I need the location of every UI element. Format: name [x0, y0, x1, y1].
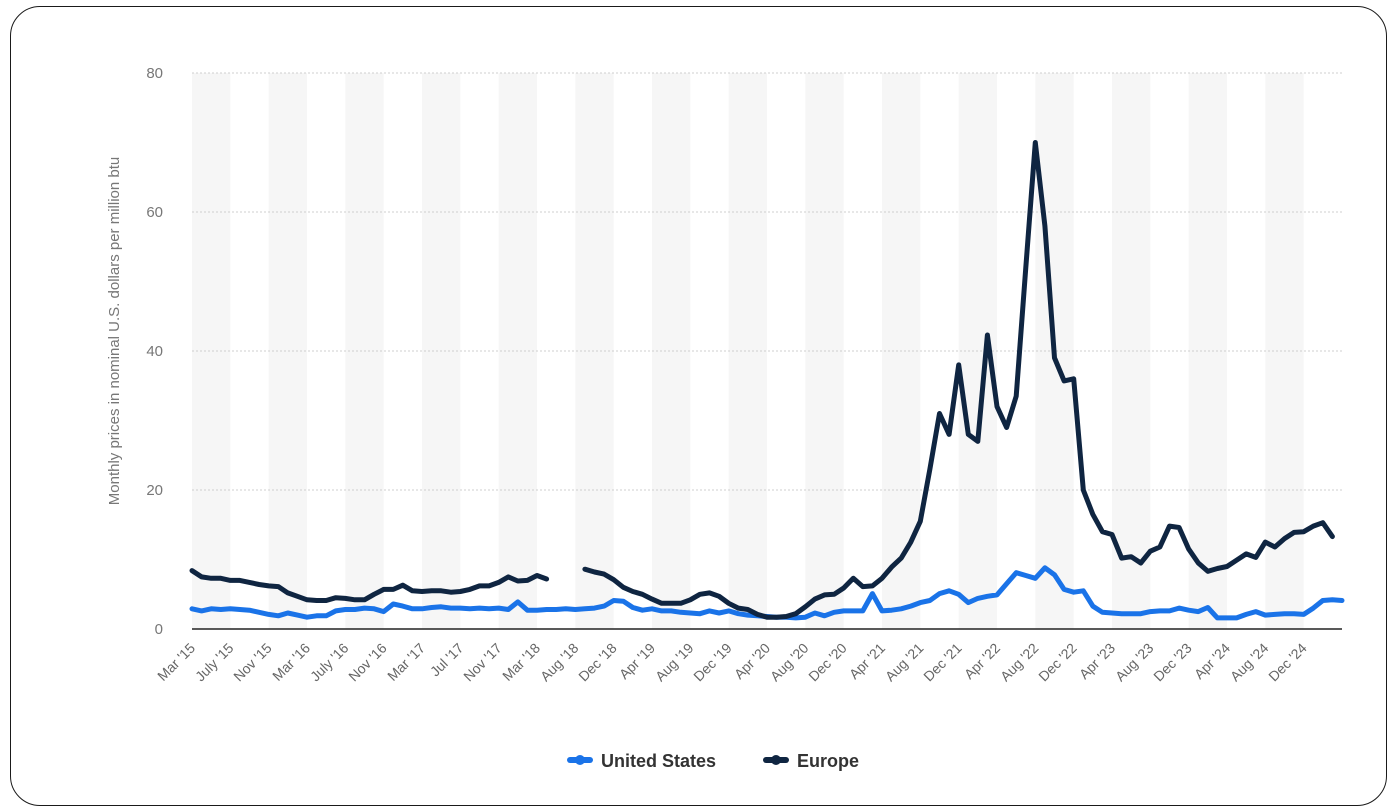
x-tick-label: Dec '19 [690, 640, 735, 685]
x-tick-label: Nov '17 [460, 640, 505, 685]
x-tick-label: Dec '22 [1035, 640, 1080, 685]
x-tick-label: Aug '23 [1112, 640, 1157, 685]
x-tick-label: Aug '24 [1227, 640, 1272, 685]
x-tick-label: Apr '23 [1076, 640, 1119, 683]
x-tick-label: Apr '19 [616, 640, 659, 683]
x-tick-label: Dec '18 [575, 640, 620, 685]
x-tick-label: Aug '21 [882, 640, 927, 685]
y-tick-label: 80 [146, 65, 163, 82]
column-band [1112, 73, 1151, 629]
x-tick-label: Aug '18 [537, 640, 582, 685]
y-tick-label: 20 [146, 482, 163, 499]
x-tick-label: Apr '22 [961, 640, 1004, 683]
x-tick-label: Dec '24 [1265, 640, 1310, 685]
x-tick-label: Apr '21 [846, 640, 889, 683]
legend-label-europe: Europe [797, 751, 859, 771]
legend-item-united-states[interactable]: United States [567, 751, 716, 771]
series-line-europe [189, 140, 1335, 620]
x-tick-label: July '16 [307, 640, 352, 685]
y-tick-label: 40 [146, 343, 163, 360]
y-tick-label: 0 [155, 621, 163, 638]
x-tick-label: Apr '24 [1191, 640, 1234, 683]
x-tick-label: Apr '20 [731, 640, 774, 683]
legend-marker-united-states [575, 755, 585, 765]
x-tick-label: Mar '16 [269, 640, 313, 684]
y-tick-labels: 0 20 40 60 80 [146, 65, 163, 638]
x-tick-label: July '15 [192, 640, 237, 685]
x-tick-label: Aug '20 [767, 640, 812, 685]
x-tick-label: Mar '18 [499, 640, 543, 684]
legend-label-united-states: United States [601, 751, 716, 771]
x-tick-label: Aug '22 [997, 640, 1042, 685]
x-tick-label: Dec '21 [920, 640, 965, 685]
chart-card [10, 6, 1387, 806]
x-tick-label: Mar '17 [384, 640, 428, 684]
legend: United States Europe [567, 751, 859, 771]
x-tick-label: Nov '15 [230, 640, 275, 685]
series-lines [189, 140, 1345, 621]
x-tick-label: Mar '15 [154, 640, 198, 684]
x-tick-label: Dec '23 [1150, 640, 1195, 685]
column-band [192, 73, 231, 629]
legend-marker-europe [771, 755, 781, 765]
column-band [652, 73, 691, 629]
y-tick-label: 60 [146, 204, 163, 221]
x-tick-label: Nov '16 [345, 640, 390, 685]
x-tick-label: Dec '20 [805, 640, 850, 685]
x-tick-label: Aug '19 [652, 640, 697, 685]
y-axis-label: Monthly prices in nominal U.S. dollars p… [106, 157, 123, 505]
legend-item-europe[interactable]: Europe [763, 751, 859, 771]
